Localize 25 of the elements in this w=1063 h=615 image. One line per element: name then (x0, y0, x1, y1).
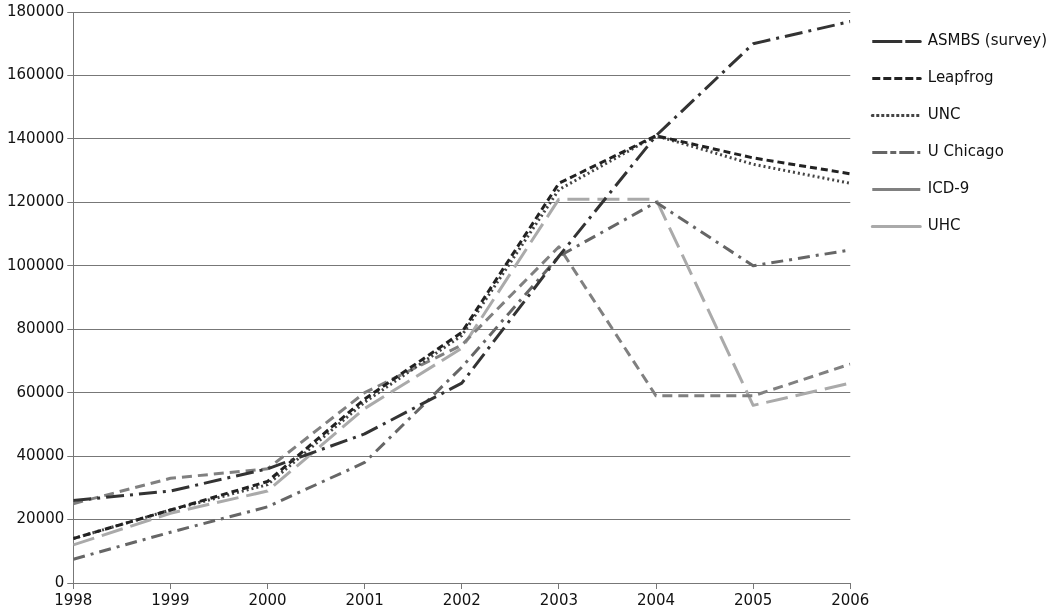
legend-label: ASMBS (survey) (927, 31, 1047, 50)
y-tick-label: 120000 (7, 192, 65, 211)
legend-label: ICD-9 (927, 179, 970, 198)
y-tick-label: 20000 (16, 509, 65, 528)
x-tick-label: 2001 (345, 590, 384, 609)
y-tick-label: 180000 (7, 1, 65, 20)
legend-label: Leapfrog (927, 68, 994, 87)
x-tick-label: 2006 (831, 590, 870, 609)
y-tick-label: 40000 (16, 446, 65, 464)
legend-label: UNC (927, 105, 961, 124)
x-tick-label: 2005 (734, 590, 773, 609)
x-tick-label: 2000 (248, 590, 287, 609)
y-tick-label: 160000 (7, 65, 65, 84)
y-tick-label: 80000 (16, 319, 65, 338)
y-tick-label: 140000 (7, 128, 65, 147)
x-tick-label: 2002 (442, 590, 481, 609)
y-tick-label: 100000 (7, 255, 65, 274)
y-tick-label: 0 (54, 572, 65, 591)
legend-label: UHC (927, 216, 961, 235)
x-tick-label: 2004 (636, 590, 676, 609)
x-tick-label: 2003 (539, 590, 578, 609)
y-tick-label: 60000 (16, 382, 65, 401)
x-tick-label: 1998 (54, 590, 93, 609)
x-tick-label: 1999 (151, 590, 190, 609)
legend-label: U Chicago (927, 142, 1004, 161)
